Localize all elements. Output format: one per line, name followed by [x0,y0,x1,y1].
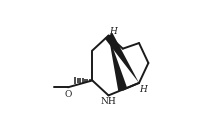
Text: O: O [64,90,72,99]
Text: H: H [109,27,117,36]
Polygon shape [105,33,139,83]
Polygon shape [108,36,127,91]
Text: NH: NH [101,97,116,105]
Text: H: H [140,85,147,94]
